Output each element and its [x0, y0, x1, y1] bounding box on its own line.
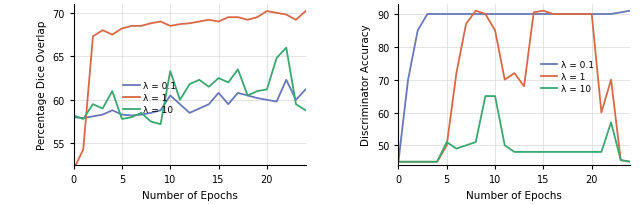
X-axis label: Number of Epochs: Number of Epochs	[467, 190, 563, 200]
Y-axis label: Percentage Dice Overlap: Percentage Dice Overlap	[36, 21, 47, 150]
X-axis label: Number of Epochs: Number of Epochs	[141, 190, 237, 200]
Y-axis label: Discriminator Accuracy: Discriminator Accuracy	[362, 25, 371, 146]
Legend: λ = 0.1, λ = 1, λ = 10: λ = 0.1, λ = 1, λ = 10	[120, 78, 180, 118]
Legend: λ = 0.1, λ = 1, λ = 10: λ = 0.1, λ = 1, λ = 10	[538, 57, 598, 97]
